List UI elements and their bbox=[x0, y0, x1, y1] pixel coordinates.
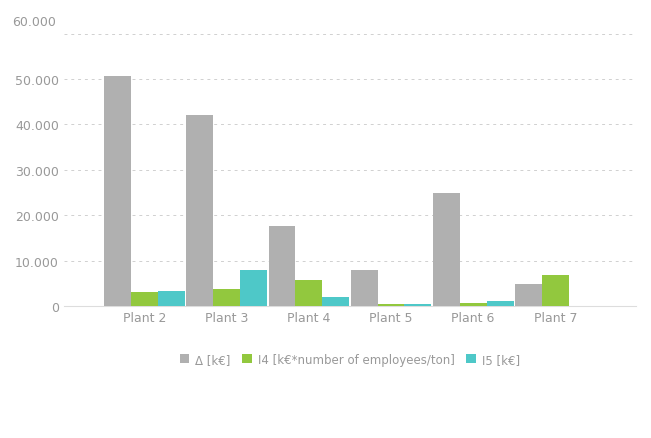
Bar bbox=[186, 116, 214, 306]
Bar bbox=[351, 270, 378, 306]
Bar bbox=[404, 304, 432, 306]
Text: 60.000: 60.000 bbox=[12, 16, 56, 29]
Bar bbox=[158, 291, 185, 306]
Bar bbox=[296, 280, 322, 306]
Bar bbox=[460, 303, 486, 306]
Bar bbox=[240, 270, 267, 306]
Bar bbox=[131, 292, 158, 306]
Bar bbox=[486, 302, 514, 306]
Bar bbox=[322, 297, 349, 306]
Bar bbox=[433, 193, 460, 306]
Legend: Δ [k€], I4 [k€*number of employees/ton], I5 [k€]: Δ [k€], I4 [k€*number of employees/ton],… bbox=[175, 349, 525, 371]
Bar bbox=[515, 284, 542, 306]
Bar bbox=[268, 226, 296, 306]
Bar bbox=[378, 304, 404, 306]
Bar bbox=[214, 290, 240, 306]
Bar bbox=[104, 77, 131, 306]
Bar bbox=[542, 275, 569, 306]
